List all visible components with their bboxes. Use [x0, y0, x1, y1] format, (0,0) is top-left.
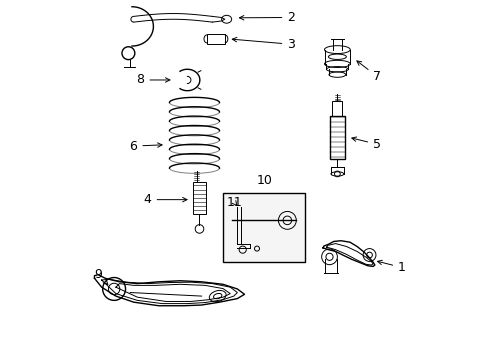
Bar: [192, 182, 206, 214]
Text: 8: 8: [136, 73, 169, 86]
Text: 9: 9: [94, 268, 107, 284]
Text: 7: 7: [356, 61, 380, 83]
Text: 6: 6: [129, 140, 162, 153]
Bar: [332, 102, 342, 116]
Text: 4: 4: [143, 193, 187, 206]
Text: 11: 11: [226, 196, 242, 209]
Text: 2: 2: [239, 11, 295, 24]
Text: 3: 3: [232, 37, 295, 51]
Text: 1: 1: [377, 260, 405, 274]
Bar: [206, 34, 224, 44]
Text: 10: 10: [256, 174, 271, 187]
Text: 5: 5: [351, 137, 380, 151]
Bar: [223, 193, 305, 262]
Bar: [329, 116, 344, 158]
